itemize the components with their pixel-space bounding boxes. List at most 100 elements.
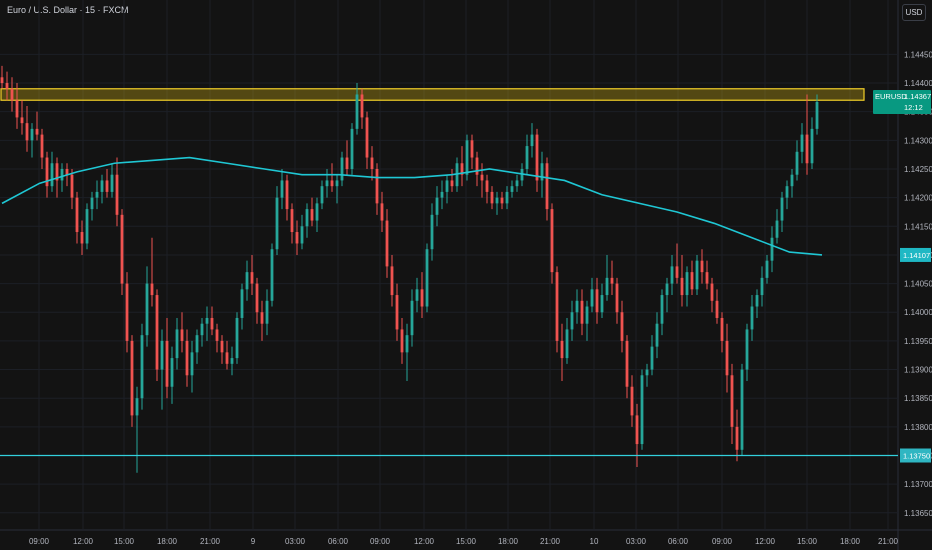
candle-body [220, 340, 224, 353]
currency-selector[interactable]: USD [902, 4, 926, 21]
candle-body [255, 283, 259, 313]
candle-body [395, 295, 399, 330]
candle-body [495, 197, 499, 204]
candle-body [140, 335, 144, 399]
candle-body [90, 197, 94, 210]
candle-body [330, 180, 334, 187]
candle-body [35, 128, 39, 135]
candle-body [705, 272, 709, 284]
candle-body [195, 335, 199, 353]
candle-body [695, 260, 699, 290]
candle-body [410, 300, 414, 336]
candle-body [450, 180, 454, 187]
candle-body [105, 180, 109, 192]
price-tick-label: 1.13850 [904, 394, 932, 403]
candle-body [600, 295, 604, 313]
candle-body [525, 146, 529, 169]
candle-body [310, 209, 314, 221]
price-tick-label: 1.13650 [904, 509, 932, 518]
candle-body [465, 140, 469, 175]
candle-body [765, 260, 769, 278]
candle-body [480, 174, 484, 181]
time-tick-label: 21:00 [540, 537, 561, 546]
candle-body [365, 117, 369, 158]
candle-body [745, 329, 749, 370]
candle-body [125, 283, 129, 341]
candle-body [710, 283, 714, 301]
candle-body [800, 134, 804, 152]
candle-body [655, 323, 659, 347]
candle-body [10, 88, 14, 101]
candle-body [320, 186, 324, 204]
candle-body [180, 329, 184, 341]
candle-body [650, 346, 654, 370]
candle-body [20, 117, 24, 124]
time-tick-label: 15:00 [114, 537, 135, 546]
candle-body [675, 266, 679, 278]
candle-body [680, 277, 684, 296]
candle-body [45, 157, 49, 187]
resistance-zone-box [0, 88, 865, 101]
candle-body [555, 272, 559, 341]
candle-body [475, 157, 479, 175]
moving-average-price-badge [900, 247, 931, 262]
candle-body [40, 134, 44, 158]
time-tick-label: 12:00 [73, 537, 94, 546]
candle-body [460, 163, 464, 175]
candle-body [400, 329, 404, 353]
candle-body [245, 272, 249, 290]
time-tick-label: 18:00 [840, 537, 861, 546]
moving-average-price-text: 1.14107 [903, 251, 930, 260]
candle-body [355, 94, 359, 129]
candle-body [605, 277, 609, 296]
price-tick-label: 1.14250 [904, 165, 932, 174]
candle-body [110, 174, 114, 192]
candle-body [0, 77, 4, 84]
time-tick-label: 09:00 [712, 537, 733, 546]
candle-body [815, 101, 819, 129]
candle-body [620, 312, 624, 341]
candle-body [625, 340, 629, 387]
candle-body [340, 157, 344, 181]
time-tick-label: 09:00 [29, 537, 50, 546]
candle-body [405, 335, 409, 353]
price-tick-label: 1.13900 [904, 366, 932, 375]
candle-body [360, 94, 364, 118]
time-tick-label: 15:00 [456, 537, 477, 546]
candle-body [15, 100, 19, 118]
candle-body [270, 249, 274, 301]
candle-body [435, 197, 439, 215]
candle-body [185, 340, 189, 376]
candle-body [115, 174, 119, 215]
candle-body [645, 369, 649, 376]
candle-body [230, 358, 234, 364]
candle-body [200, 323, 204, 336]
price-tick-label: 1.14050 [904, 280, 932, 289]
candle-body [385, 220, 389, 267]
candle-body [640, 375, 644, 445]
candle-body [510, 186, 514, 192]
candle-body [235, 317, 239, 359]
price-tick-label: 1.14150 [904, 222, 932, 231]
time-axis[interactable]: 09:00 12:00 15:00 18:00 21:00 9 03:00 06:00 09:0… [29, 537, 899, 546]
candle-body [545, 163, 549, 210]
candle-body [315, 203, 319, 221]
candle-body [540, 163, 544, 181]
moving-average-path [1, 156, 823, 256]
candle-body [375, 168, 379, 204]
candle-body [175, 329, 179, 359]
price-axis[interactable]: 1.144501.144001.143501.143001.142501.142… [904, 50, 932, 517]
support-price-badge [900, 448, 931, 463]
candle-body [440, 191, 444, 198]
candle-body [50, 163, 54, 187]
candle-body [715, 300, 719, 318]
candle-body [445, 180, 449, 192]
candle-body [240, 289, 244, 318]
candle-body [215, 329, 219, 341]
candle-body [730, 375, 734, 427]
time-tick-label: 03:00 [285, 537, 306, 546]
bar-countdown: 12:12 [904, 103, 923, 112]
candle-body [335, 180, 339, 187]
